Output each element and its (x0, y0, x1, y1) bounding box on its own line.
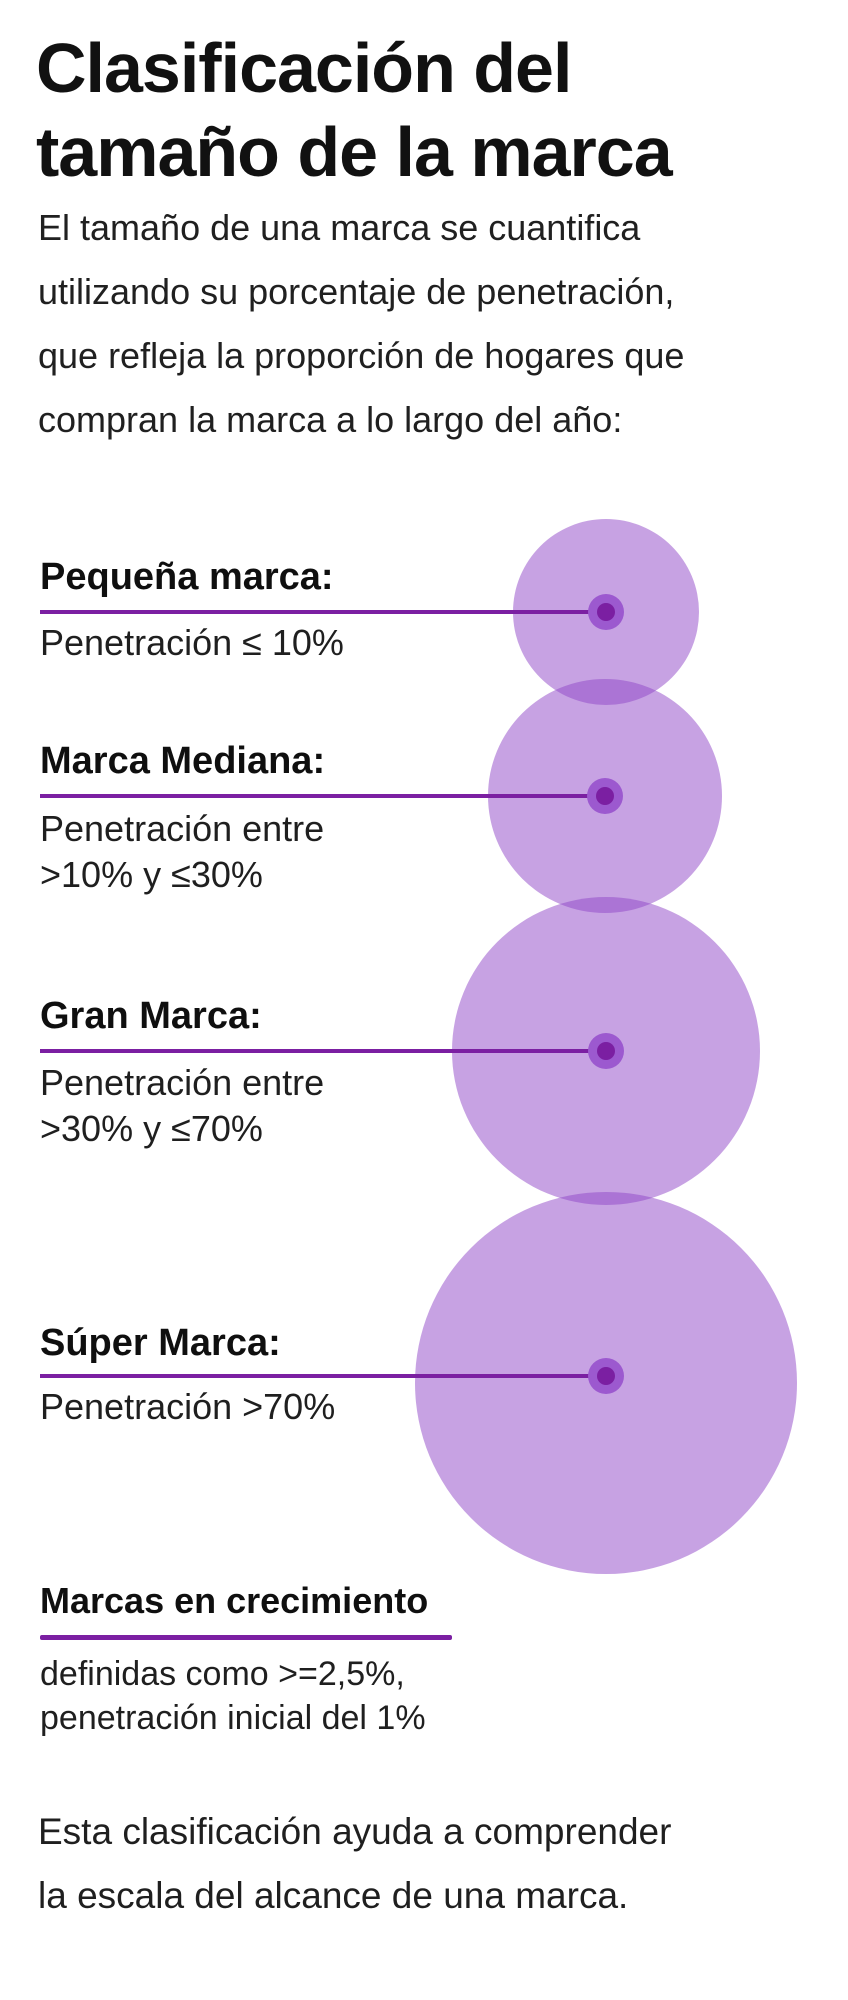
closing-line: Esta clasificación ayuda a comprender (38, 1811, 672, 1852)
center-dot-super-brand (588, 1358, 624, 1394)
desc-line: >30% y ≤70% (40, 1108, 263, 1149)
center-dot-core (597, 603, 615, 621)
intro-paragraph: El tamaño de una marca se cuantifica uti… (38, 196, 684, 452)
growth-brands-heading: Marcas en crecimiento (40, 1580, 429, 1621)
desc-big-brand: Penetración entre >30% y ≤70% (40, 1060, 324, 1152)
intro-line: utilizando su porcentaje de penetración, (38, 271, 675, 312)
center-dot-core (597, 1042, 615, 1060)
page-title-line-2: tamaño de la marca (36, 113, 673, 191)
desc-super-brand: Penetración >70% (40, 1384, 335, 1430)
growth-brands-underline (40, 1635, 452, 1640)
connector-line-super-brand (40, 1374, 606, 1378)
label-big-brand: Gran Marca: (40, 995, 262, 1037)
growth-desc-line: penetración inicial del 1% (40, 1699, 426, 1737)
desc-small-brand: Penetración ≤ 10% (40, 620, 344, 666)
connector-line-medium-brand (40, 794, 606, 798)
closing-paragraph: Esta clasificación ayuda a comprender la… (38, 1800, 671, 1928)
center-dot-core (596, 787, 614, 805)
page-title: Clasificación del tamaño de la marca (36, 26, 673, 194)
connector-line-big-brand (40, 1049, 606, 1053)
desc-line: Penetración >70% (40, 1386, 336, 1427)
center-dot-big-brand (588, 1033, 624, 1069)
center-dot-small-brand (588, 594, 624, 630)
growth-desc-line: definidas como >=2,5%, (40, 1655, 405, 1693)
intro-line: El tamaño de una marca se cuantifica (38, 207, 641, 248)
closing-line: la escala del alcance de una marca. (38, 1875, 629, 1916)
desc-line: Penetración ≤ 10% (40, 622, 344, 663)
label-small-brand: Pequeña marca: (40, 556, 334, 598)
label-super-brand: Súper Marca: (40, 1322, 281, 1364)
center-dot-core (597, 1367, 615, 1385)
center-dot-medium-brand (587, 778, 623, 814)
page-title-line-1: Clasificación del (36, 29, 572, 107)
desc-medium-brand: Penetración entre >10% y ≤30% (40, 806, 324, 898)
desc-line: Penetración entre (40, 1062, 325, 1103)
intro-line: que refleja la proporción de hogares que (38, 335, 685, 376)
label-medium-brand: Marca Mediana: (40, 740, 326, 782)
growth-brands-desc: definidas como >=2,5%, penetración inici… (40, 1652, 426, 1740)
intro-line: compran la marca a lo largo del año: (38, 399, 623, 440)
connector-line-small-brand (40, 610, 606, 614)
desc-line: Penetración entre (40, 808, 325, 849)
desc-line: >10% y ≤30% (40, 854, 263, 895)
